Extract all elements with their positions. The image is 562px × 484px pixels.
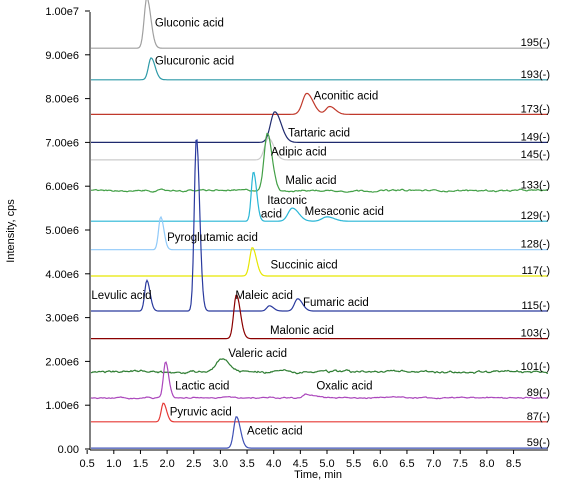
x-tick-label: 4.5	[293, 458, 308, 470]
trace-mz-label: 173(-)	[521, 103, 550, 115]
trace-mz-label: 115(-)	[521, 300, 550, 312]
trace-173neg	[91, 92, 548, 116]
peak-annotation: Tartaric acid	[288, 127, 350, 139]
peak-annotation: Mesaconic acid	[305, 206, 384, 218]
y-tick-label: 8.00e6	[45, 94, 79, 106]
trace-mz-label: 193(-)	[521, 69, 550, 81]
x-tick-label: 8.0	[479, 458, 494, 470]
y-tick-label: 4.00e6	[45, 269, 79, 281]
trace-mz-label: 133(-)	[521, 180, 550, 192]
peak-annotation: Gluconic acid	[155, 17, 224, 29]
trace-129neg	[91, 171, 548, 222]
y-tick-label: 3.00e6	[45, 313, 79, 325]
annotations: Gluconic acid Glucuronic acid Aconitic aci…	[91, 17, 383, 437]
peak-annotation: acid	[261, 209, 282, 221]
y-axis-title: Intensity, cps	[5, 199, 17, 263]
peak-annotation: Adipic acid	[271, 147, 327, 159]
peak-annotation: Maleic acid	[235, 290, 293, 302]
peak-annotation: Valeric acid	[228, 348, 287, 360]
traces: 195(-) 193(-) 173(-) 149(-) 145(-) 133(-) 129(…	[90, 0, 550, 449]
trace-193neg	[91, 57, 548, 81]
x-tick-label: 8.5	[506, 458, 521, 470]
trace-mz-label: 128(-)	[521, 239, 550, 251]
x-tick-label: 0.5	[80, 458, 95, 470]
peak-annotation: Aconitic acid	[314, 90, 379, 102]
x-tick-label: 7.0	[426, 458, 441, 470]
trace-145neg	[91, 137, 548, 161]
trace-117neg	[91, 247, 548, 277]
peak-annotation: Glucuronic acid	[155, 55, 234, 67]
peak-annotation: Pyruvic acid	[170, 406, 232, 418]
trace-mz-label: 195(-)	[521, 37, 550, 49]
y-tick-label: 1.00e6	[45, 400, 79, 412]
trace-59neg	[91, 416, 548, 449]
y-tick-label: 6.00e6	[45, 181, 79, 193]
peak-annotation: Itaconic	[267, 195, 307, 207]
trace-115neg	[91, 139, 548, 312]
trace-mz-label: 59(-)	[527, 437, 550, 449]
peak-annotation: Acetic acid	[247, 426, 303, 438]
y-axis: 0.00 1.00e6 2.00e6 3.00e6 4.00e6 5.00e6 6.00e6…	[45, 6, 90, 456]
x-tick-label: 6.5	[399, 458, 414, 470]
peak-annotation: Malonic acid	[270, 325, 334, 337]
trace-mz-label: 101(-)	[521, 361, 550, 373]
x-tick-label: 2.5	[186, 458, 201, 470]
x-axis-title: Time, min	[294, 469, 342, 481]
trace-87neg	[91, 402, 548, 423]
x-tick-label: 6.0	[373, 458, 388, 470]
x-tick-label: 5.0	[319, 458, 334, 470]
peak-annotation: Levulic acid	[91, 290, 151, 302]
x-axis: 0.5 1.0 1.5 2.0 2.5 3.0 3.5 4.0 4.5 5.0 5.5 6.0 6.5 7…	[80, 450, 521, 470]
trace-149neg	[91, 111, 548, 143]
trace-mz-label: 89(-)	[527, 387, 550, 399]
trace-mz-label: 103(-)	[521, 328, 550, 340]
trace-101neg	[90, 358, 549, 375]
peak-annotation: Lactic acid	[175, 380, 229, 392]
trace-89neg	[90, 361, 549, 400]
y-tick-label: 9.00e6	[45, 50, 79, 62]
peak-annotation: Succinic aicd	[271, 260, 338, 272]
trace-195neg	[91, 0, 548, 49]
x-tick-label: 5.5	[346, 458, 361, 470]
y-tick-label: 0.00	[58, 444, 79, 456]
peak-annotation: Pyroglutamic acid	[167, 232, 258, 244]
trace-mz-label: 145(-)	[521, 149, 550, 161]
x-tick-label: 3.5	[239, 458, 254, 470]
peak-annotation: Fumaric acid	[303, 297, 369, 309]
y-tick-label: 5.00e6	[45, 225, 79, 237]
x-tick-label: 7.5	[453, 458, 468, 470]
y-tick-label: 7.00e6	[45, 137, 79, 149]
x-tick-label: 3.0	[213, 458, 228, 470]
trace-mz-label: 129(-)	[521, 210, 550, 222]
peak-annotation: Malic acid	[285, 175, 336, 187]
trace-mz-label: 149(-)	[521, 131, 550, 143]
trace-103neg	[91, 294, 548, 340]
x-tick-label: 1.0	[106, 458, 121, 470]
trace-mz-label: 87(-)	[527, 411, 550, 423]
trace-mz-label: 117(-)	[521, 265, 550, 277]
x-tick-label: 2.0	[159, 458, 174, 470]
trace-133neg	[90, 132, 549, 193]
x-tick-label: 1.5	[133, 458, 148, 470]
trace-128neg	[91, 215, 548, 251]
x-tick-label: 4.0	[266, 458, 281, 470]
y-tick-label: 1.00e7	[45, 6, 79, 18]
peak-annotation: Oxalic acid	[316, 380, 372, 392]
y-tick-label: 2.00e6	[45, 356, 79, 368]
